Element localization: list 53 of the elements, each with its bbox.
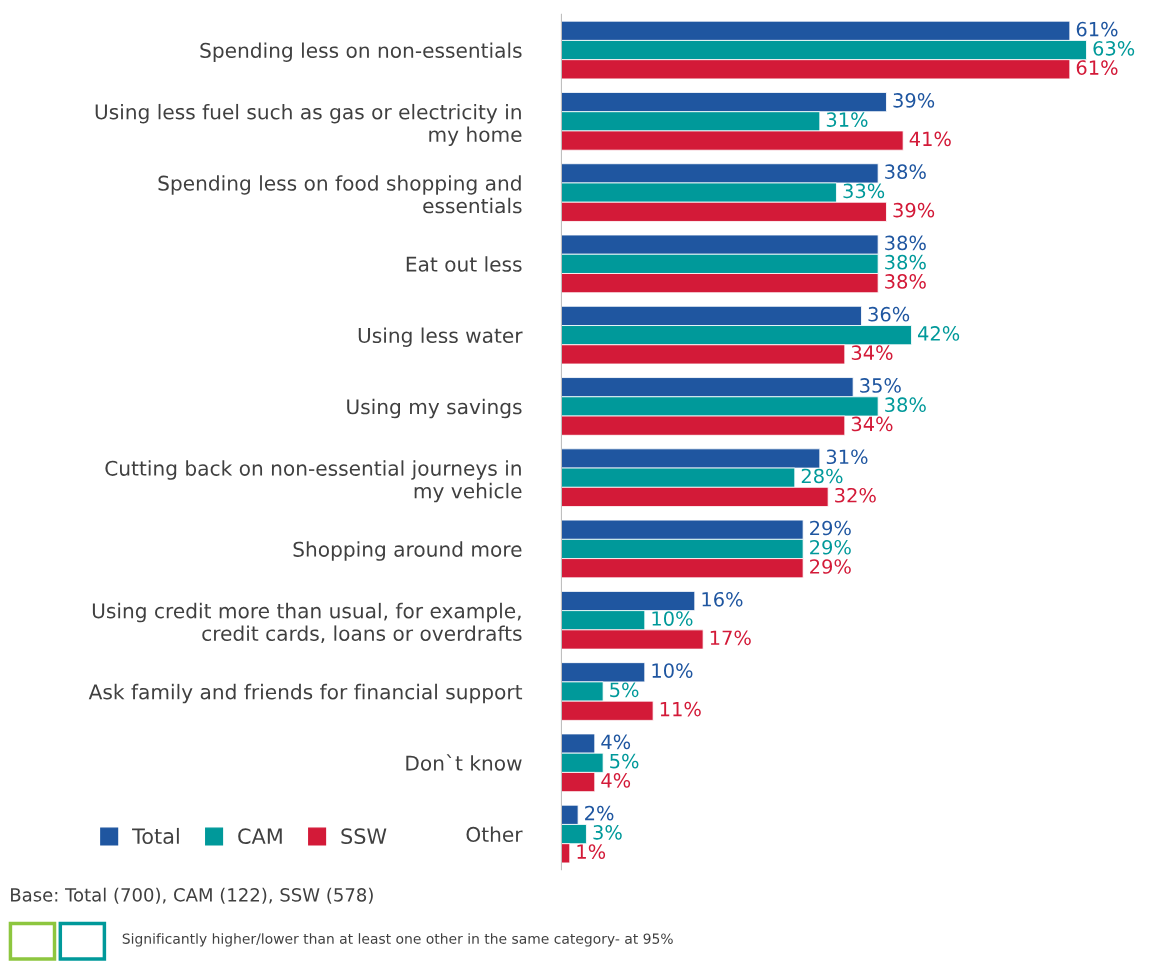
text: Base: Total (700), CAM (122), SSW (578)	[11, 887, 373, 904]
data-label: 2%	[585, 805, 614, 821]
data-label: 33%	[843, 183, 885, 199]
data-label: 38%	[885, 235, 926, 251]
data-label: 17%	[710, 630, 751, 646]
y-tick-label: Using less fuel such as gas or electricity in my home	[95, 103, 522, 146]
y-tick-label: Eat out less	[406, 256, 522, 272]
data-label: 36%	[868, 306, 910, 322]
y-tick-label: Using my savings	[347, 398, 522, 419]
data-label: 4%	[601, 734, 631, 750]
data-label: 38%	[885, 164, 926, 179]
y-tick-label: Shopping around more	[293, 541, 522, 561]
y-tick-label: Using less water	[358, 327, 523, 347]
data-label: 31%	[826, 449, 868, 465]
data-label: 38%	[885, 397, 926, 413]
data-label: 10%	[652, 611, 693, 626]
y-tick-label: Ask family and friends for financial support	[88, 683, 523, 704]
y-tick-label: Spending less on food shopping and essentials	[158, 175, 522, 214]
data-label: 5%	[610, 753, 639, 769]
data-label: 32%	[835, 487, 876, 503]
data-label: 34%	[851, 416, 893, 432]
legend-label: CAM	[238, 828, 282, 845]
data-label: 41%	[909, 131, 951, 147]
data-label: 10%	[652, 663, 693, 678]
data-label: 29%	[810, 539, 851, 555]
y-tick-label: Cutting back on non-essential journeys in my vehicle	[105, 460, 522, 503]
data-label: 1%	[577, 844, 606, 859]
text: Significantly higher/lower than at least one other in the same category- at 95%	[122, 933, 673, 947]
data-label: 42%	[917, 326, 960, 341]
data-label: 61%	[1076, 21, 1118, 37]
data-label: 3%	[593, 825, 622, 840]
data-label: 31%	[826, 112, 868, 127]
data-label: 61%	[1076, 60, 1118, 75]
data-label: 29%	[810, 559, 851, 574]
data-label: 38%	[885, 274, 926, 289]
legend-label: Total	[132, 827, 179, 845]
data-label: 39%	[893, 93, 935, 108]
data-label: 28%	[801, 468, 843, 484]
legend-label: SSW	[341, 828, 387, 845]
y-tick-label: Using credit more than usual, for example, credit cards, loans or overdrafts	[92, 602, 522, 644]
data-label: 38%	[885, 254, 926, 270]
y-tick-label: Other	[466, 826, 523, 843]
data-label: 63%	[1093, 40, 1135, 56]
data-label: 4%	[601, 772, 631, 788]
data-label: 35%	[860, 378, 901, 393]
y-tick-label: Don`t know	[406, 754, 522, 771]
data-label: 16%	[702, 591, 743, 607]
data-label: 29%	[810, 520, 851, 536]
data-label: 5%	[610, 682, 639, 698]
data-label: 11%	[660, 701, 701, 717]
data-label: 39%	[893, 202, 935, 218]
data-label: 34%	[851, 345, 893, 361]
y-tick-label: Spending less on non-essentials	[200, 42, 522, 62]
